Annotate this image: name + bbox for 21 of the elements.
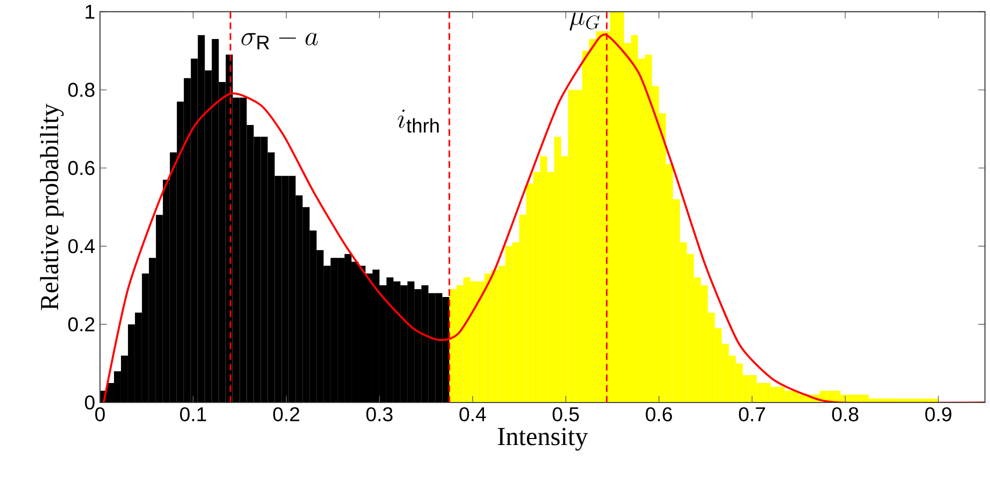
ref-line-label: $\sigma_{\mathrm{R}}-a$ [242, 32, 318, 50]
x-tick-label: 0.7 [738, 407, 765, 422]
x-tick-label: 0 [95, 407, 105, 422]
y-axis-title: Relative probability [40, 104, 64, 310]
x-tick-label: 0.5 [552, 407, 579, 422]
y-tick-label: 0.4 [68, 239, 95, 254]
x-tick-label: 0.6 [646, 407, 672, 422]
x-tick-label: 0.2 [273, 407, 300, 422]
x-tick-label: 0.1 [180, 407, 206, 422]
x-tick-label: 0.4 [460, 407, 486, 422]
y-tick-label: 0.2 [68, 317, 94, 332]
x-axis-title: Intensity [498, 428, 588, 451]
y-tick-label: 1 [86, 4, 94, 19]
y-tick-label: 0.8 [68, 82, 94, 97]
ref-line-label: $i_{\mathrm{thrh}}$ [398, 110, 439, 133]
x-tick-label: 0.3 [366, 407, 392, 422]
x-tick-label: 0.8 [832, 407, 858, 422]
x-tick-label: 0.9 [925, 407, 952, 422]
ref-line-label: $\mu_{G}$ [570, 12, 600, 31]
y-tick-label: 0.6 [68, 160, 94, 176]
y-tick-label: 0 [84, 395, 95, 410]
